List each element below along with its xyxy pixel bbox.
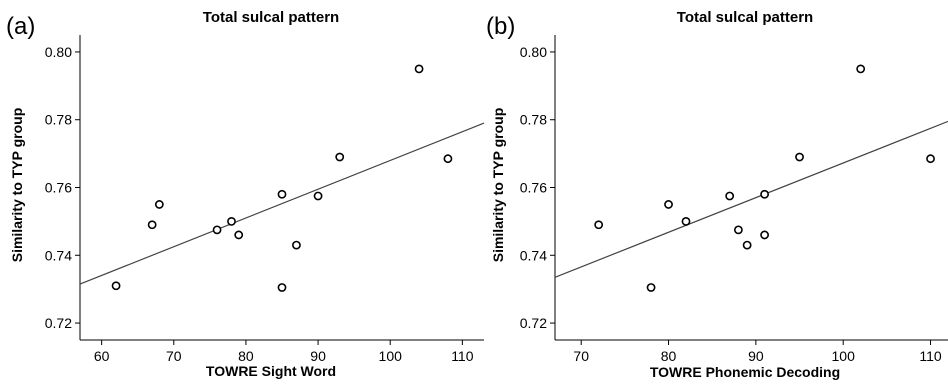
x-tick-label: 60 — [94, 348, 110, 364]
panel-label: (b) — [486, 13, 515, 40]
data-point — [313, 191, 323, 201]
data-point — [443, 154, 453, 164]
data-point — [154, 200, 164, 209]
x-tick-label: 80 — [238, 348, 254, 364]
x-tick-label: 80 — [661, 348, 677, 364]
panel-label: (a) — [6, 13, 35, 40]
data-point — [414, 64, 424, 74]
data-point — [277, 189, 287, 199]
y-tick-label: 0.78 — [45, 112, 72, 128]
data-point — [234, 230, 244, 240]
data-point — [681, 216, 691, 226]
data-point — [292, 240, 301, 250]
y-tick-label: 0.80 — [520, 44, 547, 60]
data-point — [734, 225, 743, 235]
data-point — [594, 220, 604, 230]
data-point — [212, 225, 222, 235]
y-tick-label: 0.74 — [520, 247, 547, 263]
data-point — [795, 152, 804, 162]
data-point — [227, 216, 236, 226]
data-point — [111, 281, 121, 291]
regression-line — [79, 122, 485, 285]
panel-b: (b) Total sulcal pattern TOWRE Phonemic … — [486, 9, 948, 380]
data-point — [760, 189, 769, 199]
data-point — [664, 200, 673, 209]
y-tick-label: 0.80 — [45, 44, 72, 60]
x-axis-label: TOWRE Sight Word — [206, 363, 336, 379]
y-axis-label: Similarity to TYP group — [490, 108, 506, 263]
panel-a: (a) Total sulcal pattern TOWRE Sight Wor… — [6, 9, 485, 379]
chart-title: Total sulcal pattern — [677, 9, 813, 26]
data-point — [926, 154, 935, 164]
data-point — [725, 191, 735, 201]
x-tick-label: 70 — [166, 348, 182, 364]
data-point — [335, 152, 345, 162]
x-tick-label: 110 — [919, 348, 942, 364]
chart-title: Total sulcal pattern — [203, 9, 339, 26]
y-tick-label: 0.72 — [520, 315, 547, 331]
x-tick-label: 90 — [310, 348, 326, 364]
y-tick-label: 0.76 — [45, 180, 72, 196]
regression-line — [554, 120, 948, 278]
data-point — [646, 283, 656, 292]
x-tick-label: 100 — [832, 348, 856, 364]
y-tick-label: 0.76 — [520, 180, 547, 196]
data-point — [742, 240, 752, 250]
x-tick-label: 110 — [451, 348, 474, 364]
x-tick-label: 90 — [748, 348, 764, 364]
data-point — [856, 64, 866, 74]
data-point — [760, 230, 769, 240]
data-point — [277, 283, 287, 292]
x-tick-label: 70 — [573, 348, 589, 364]
y-tick-label: 0.72 — [45, 315, 72, 331]
data-point — [147, 220, 157, 230]
y-tick-label: 0.74 — [45, 247, 72, 263]
y-tick-label: 0.78 — [520, 112, 547, 128]
x-tick-label: 100 — [379, 348, 403, 364]
y-axis-label: Similarity to TYP group — [9, 108, 25, 263]
x-axis-label: TOWRE Phonemic Decoding — [650, 364, 840, 380]
